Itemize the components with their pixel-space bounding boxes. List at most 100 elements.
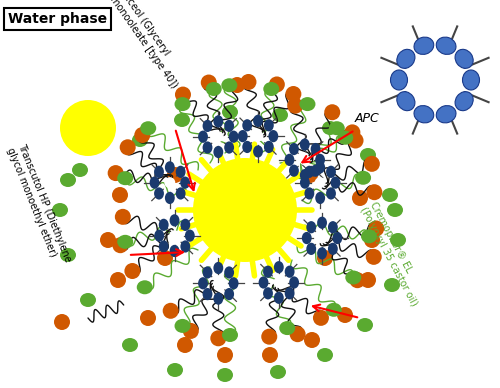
Circle shape [112, 187, 128, 203]
Ellipse shape [268, 130, 278, 142]
Ellipse shape [284, 287, 294, 300]
Ellipse shape [167, 363, 183, 377]
Ellipse shape [214, 293, 224, 305]
Ellipse shape [355, 171, 371, 185]
Ellipse shape [272, 108, 288, 122]
Ellipse shape [264, 82, 280, 96]
Ellipse shape [154, 187, 164, 199]
Ellipse shape [222, 78, 238, 92]
Circle shape [286, 86, 302, 102]
Ellipse shape [176, 187, 186, 199]
Ellipse shape [384, 278, 400, 292]
Circle shape [254, 132, 263, 141]
Circle shape [368, 220, 384, 237]
Circle shape [157, 250, 173, 266]
Ellipse shape [224, 120, 234, 132]
Circle shape [54, 314, 70, 330]
Circle shape [175, 87, 191, 102]
Circle shape [290, 326, 306, 342]
Circle shape [352, 190, 368, 206]
Circle shape [140, 310, 156, 326]
Ellipse shape [279, 321, 295, 335]
Circle shape [229, 77, 245, 93]
Ellipse shape [224, 141, 234, 154]
Ellipse shape [300, 97, 316, 111]
Circle shape [110, 272, 126, 288]
Circle shape [269, 76, 285, 92]
Ellipse shape [300, 169, 310, 181]
Ellipse shape [390, 70, 407, 90]
Circle shape [60, 100, 116, 156]
Ellipse shape [217, 368, 233, 382]
Ellipse shape [202, 141, 212, 154]
Ellipse shape [306, 243, 316, 255]
Circle shape [300, 155, 310, 165]
Ellipse shape [253, 115, 263, 127]
Ellipse shape [328, 243, 338, 255]
Ellipse shape [174, 97, 190, 111]
Ellipse shape [228, 277, 238, 289]
Ellipse shape [317, 217, 327, 229]
Circle shape [167, 167, 183, 183]
Circle shape [240, 74, 256, 90]
Ellipse shape [132, 133, 148, 147]
Ellipse shape [222, 328, 238, 342]
Ellipse shape [238, 130, 248, 142]
Ellipse shape [289, 143, 299, 155]
Circle shape [214, 279, 223, 288]
Ellipse shape [202, 266, 212, 279]
Ellipse shape [263, 265, 273, 278]
Ellipse shape [317, 247, 327, 260]
Circle shape [100, 232, 116, 248]
Ellipse shape [242, 119, 252, 132]
Circle shape [124, 263, 140, 279]
Ellipse shape [310, 143, 320, 155]
Circle shape [350, 272, 366, 288]
Ellipse shape [224, 288, 234, 300]
Circle shape [360, 272, 376, 288]
Ellipse shape [382, 188, 398, 202]
Circle shape [210, 330, 226, 346]
Ellipse shape [360, 148, 376, 162]
Text: APC: APC [355, 112, 380, 125]
Ellipse shape [214, 115, 224, 128]
Circle shape [364, 156, 380, 172]
Ellipse shape [165, 192, 175, 204]
Circle shape [262, 329, 278, 345]
Text: Water phase: Water phase [8, 12, 107, 26]
Ellipse shape [315, 192, 325, 204]
Ellipse shape [328, 221, 338, 233]
Circle shape [366, 249, 382, 265]
Ellipse shape [165, 161, 175, 173]
Circle shape [313, 310, 329, 326]
Ellipse shape [180, 240, 190, 253]
Ellipse shape [414, 37, 434, 54]
Ellipse shape [80, 293, 96, 307]
Ellipse shape [170, 245, 179, 257]
Ellipse shape [300, 177, 310, 189]
Ellipse shape [315, 154, 325, 166]
Circle shape [177, 337, 193, 353]
Ellipse shape [174, 319, 190, 333]
Ellipse shape [289, 165, 299, 177]
Ellipse shape [263, 287, 273, 300]
Ellipse shape [253, 146, 263, 158]
Ellipse shape [462, 70, 479, 90]
Ellipse shape [72, 163, 88, 177]
Ellipse shape [397, 49, 415, 68]
Circle shape [348, 133, 364, 149]
Circle shape [366, 184, 382, 200]
Ellipse shape [154, 230, 164, 242]
Ellipse shape [346, 270, 362, 284]
Circle shape [115, 209, 131, 225]
Ellipse shape [337, 131, 353, 145]
Circle shape [324, 104, 340, 120]
Text: Peceol (Glyceryl
monooleate [type 40]): Peceol (Glyceryl monooleate [type 40]) [108, 0, 188, 90]
Ellipse shape [202, 120, 212, 132]
Ellipse shape [304, 166, 314, 178]
Ellipse shape [206, 82, 222, 96]
Circle shape [112, 237, 128, 253]
Ellipse shape [326, 187, 336, 199]
Ellipse shape [117, 235, 133, 249]
Circle shape [134, 127, 150, 143]
